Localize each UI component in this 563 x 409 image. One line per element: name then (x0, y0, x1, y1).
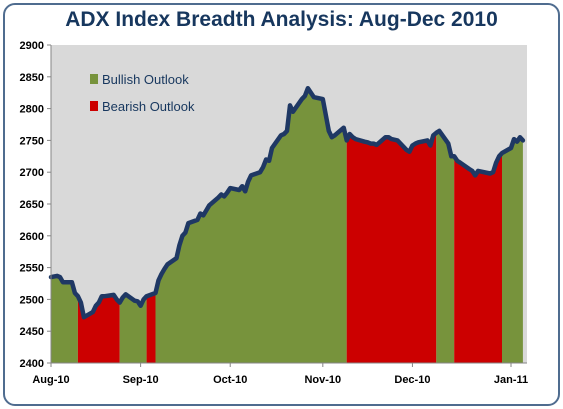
chart-title: ADX Index Breadth Analysis: Aug-Dec 2010 (65, 8, 498, 31)
region-bearish-3 (146, 293, 156, 363)
region-bullish-4 (155, 88, 347, 363)
y-tick-label: 2550 (20, 263, 44, 275)
y-tick-label: 2450 (20, 326, 44, 338)
x-tick-label: Aug-10 (32, 374, 69, 386)
legend-swatch-bullish (90, 74, 98, 84)
y-tick-label: 2700 (20, 167, 44, 179)
x-tick-label: Dec-10 (394, 374, 430, 386)
axes: 2400 2450 2500 2550 2600 2650 2700 2750 2800 2850… (20, 40, 529, 386)
y-tick-label: 2900 (20, 40, 44, 52)
legend-label-bullish: Bullish Outlook (102, 72, 189, 87)
region-bullish-2 (119, 294, 147, 363)
legend: Bullish Outlook Bearish Outlook (90, 72, 195, 114)
x-tick-label: Jan-11 (494, 374, 528, 386)
y-tick-label: 2500 (20, 294, 44, 306)
region-bearish-5 (346, 132, 437, 363)
adx-index-line (48, 85, 526, 320)
region-bearish-7 (454, 153, 502, 363)
region-bullish-8 (502, 137, 523, 363)
region-bullish-0 (51, 275, 78, 363)
y-tick-label: 2650 (20, 199, 44, 211)
y-tick-label: 2600 (20, 231, 44, 243)
outlook-regions (51, 88, 523, 363)
x-tick-label: Oct-10 (213, 374, 247, 386)
y-tick-label: 2400 (20, 358, 44, 370)
y-tick-label: 2800 (20, 104, 44, 116)
x-tick-label: Sep-10 (123, 374, 159, 386)
y-tick-label: 2750 (20, 135, 44, 147)
x-tick-label: Nov-10 (304, 374, 341, 386)
legend-label-bearish: Bearish Outlook (102, 99, 195, 114)
region-bearish-1 (77, 294, 120, 363)
legend-swatch-bearish (90, 101, 98, 111)
y-tick-label: 2850 (20, 72, 44, 84)
region-bullish-6 (436, 130, 455, 363)
